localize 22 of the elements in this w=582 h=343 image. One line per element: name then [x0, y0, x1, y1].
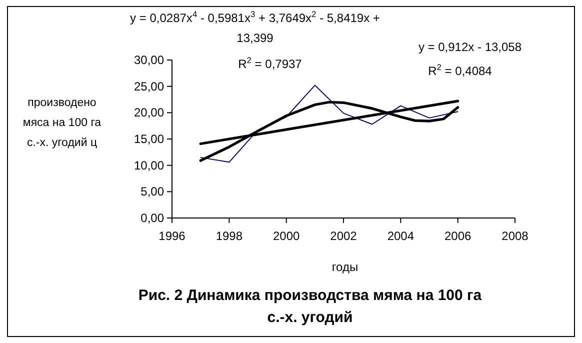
y-tick-label: 5,00 [140, 184, 164, 199]
x-tick-label: 1998 [216, 229, 243, 243]
line-series [199, 100, 460, 162]
y-tick-label: 30,00 [134, 53, 164, 67]
text: y = 0,912x - 13,058 [418, 40, 522, 54]
annotation: R$^{2}$ = 0,4084 [428, 62, 492, 78]
x-tick-label: 1996 [158, 229, 186, 243]
y-tick-label: 10,00 [134, 158, 164, 172]
y-tick-label: 20,00 [134, 106, 164, 120]
y-tick-label: 15,00 [134, 132, 164, 146]
x-tick-label: 2000 [272, 229, 300, 243]
y-tick-label: 25,00 [134, 79, 164, 94]
x-axis-title: годы [332, 260, 358, 274]
annotation: R$^{2}$ = 0,7937 [238, 55, 302, 71]
text: Рис. 2 Динамика производства мяма на 100 га с.-х. угодий [138, 287, 482, 326]
x-tick-label: 2004 [387, 229, 414, 243]
text: y = 0,0287x$^{4}$ - 0,5981x$^{3}$ + 3,7649x$^{2}$ - 5,8419x + 13,399 [130, 9, 380, 45]
x-tick-label: 2006 [444, 229, 472, 243]
y-tick-label: 0,00 [140, 211, 164, 225]
x-tick-label: 2008 [502, 229, 529, 243]
x-tick-label: 2002 [330, 229, 358, 243]
y-axis-title: производено мяса на 100 га с.-х. угодий ц [22, 97, 102, 149]
